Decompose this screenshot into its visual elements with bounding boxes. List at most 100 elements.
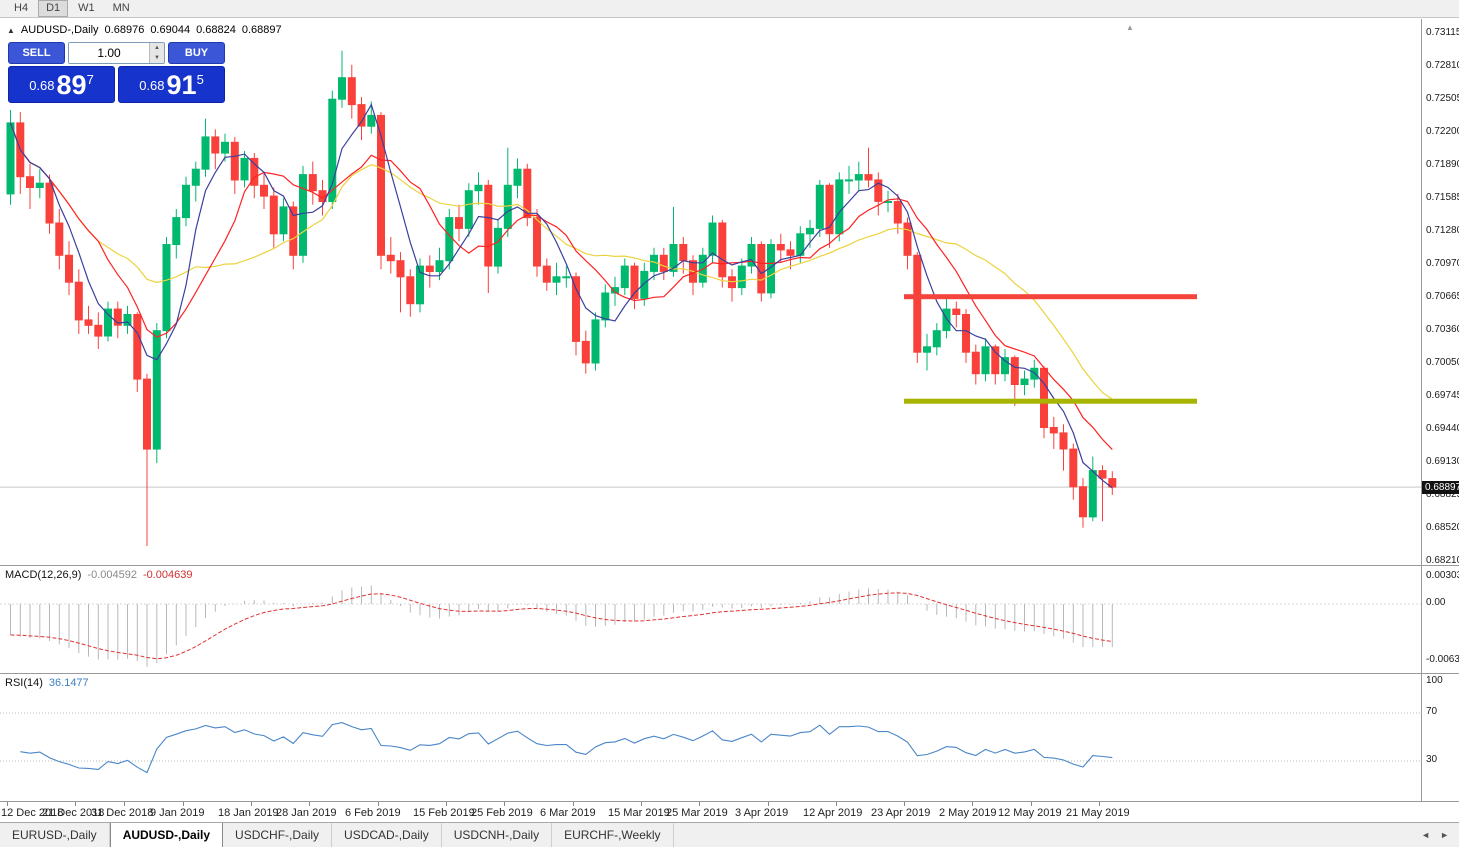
ohlc-open: 0.68976 — [104, 24, 145, 36]
candle — [172, 209, 181, 259]
candle — [737, 258, 746, 296]
timeframe-button-w1[interactable]: W1 — [78, 2, 95, 14]
candle — [211, 129, 220, 170]
date-axis-label: 21 May 2019 — [1066, 807, 1130, 819]
candle — [65, 241, 73, 296]
candle — [1079, 478, 1087, 528]
candle — [893, 193, 902, 234]
candle — [552, 262, 561, 296]
candle — [786, 241, 795, 270]
volume-box: ▲ ▼ — [68, 42, 165, 64]
rsi-name: RSI(14) — [5, 677, 43, 689]
chart-tab[interactable]: USDCNH-,Daily — [442, 823, 553, 847]
candle — [26, 163, 34, 209]
support-line[interactable] — [904, 398, 1197, 404]
main-chart-panel: ▲ AUDUSD-,Daily 0.68976 0.69044 0.68824 … — [0, 19, 1459, 565]
tabs-scroll-left-icon[interactable]: ◄ — [1421, 830, 1431, 840]
candle — [1088, 456, 1097, 522]
date-tick — [251, 802, 252, 806]
candle — [581, 330, 590, 374]
candle — [854, 161, 863, 191]
timeframe-button-group: H4 D1 W1 MN — [6, 0, 138, 17]
chart-tab-list: EURUSD-,Daily AUDUSD-,Daily USDCHF-,Daily U… — [0, 823, 674, 847]
timeframe-button-mn[interactable]: MN — [112, 2, 130, 14]
candle — [572, 272, 580, 356]
candle — [455, 204, 463, 242]
macd-axis: 0.003035 0.00 -0.00631 — [1421, 566, 1459, 673]
chart-shift-marker-icon[interactable]: ▲ — [1126, 23, 1134, 32]
candle — [679, 237, 688, 274]
candle — [1001, 349, 1009, 382]
sell-price-big: 89 — [56, 70, 87, 100]
date-tick — [124, 802, 125, 806]
candle — [825, 183, 834, 248]
candle — [474, 172, 483, 205]
macd-name: MACD(12,26,9) — [5, 569, 82, 581]
symbol-marker-icon: ▲ — [7, 25, 15, 35]
date-tick — [641, 802, 642, 806]
candle — [913, 252, 922, 363]
rsi-axis-label: 70 — [1426, 706, 1438, 717]
chart-tab-bar: EURUSD-,Daily AUDUSD-,Daily USDCHF-,Daily U… — [0, 822, 1459, 847]
candle — [347, 64, 356, 119]
date-tick — [309, 802, 310, 806]
price-axis-label: 0.69745 — [1426, 390, 1459, 401]
chart-tab[interactable]: USDCHF-,Daily — [223, 823, 333, 847]
candle — [962, 309, 970, 363]
candle — [308, 161, 317, 205]
candle — [971, 344, 980, 385]
sell-price-button[interactable]: 0.68 89 7 — [8, 66, 115, 103]
timeframe-button-d1[interactable]: D1 — [38, 0, 69, 17]
chart-title: ▲ AUDUSD-,Daily 0.68976 0.69044 0.68824 … — [7, 24, 282, 36]
sell-button[interactable]: SELL — [8, 42, 65, 64]
candle — [84, 305, 93, 334]
candle — [630, 262, 639, 310]
resistance-line[interactable] — [904, 294, 1197, 300]
date-tick — [1031, 802, 1032, 806]
candle — [864, 147, 873, 188]
timeframe-button-h4[interactable]: H4 — [14, 2, 29, 14]
candle — [747, 237, 756, 274]
price-axis-label: 0.68520 — [1426, 522, 1459, 533]
candle — [338, 50, 346, 108]
chart-tab[interactable]: USDCAD-,Daily — [332, 823, 442, 847]
candle — [55, 209, 64, 270]
price-axis-label: 0.72810 — [1426, 60, 1459, 71]
price-axis-label: 0.69130 — [1426, 456, 1459, 467]
tabs-scroll-right-icon[interactable]: ► — [1440, 830, 1449, 840]
buy-button[interactable]: BUY — [168, 42, 225, 64]
volume-down-icon[interactable]: ▼ — [154, 55, 160, 61]
volume-input[interactable] — [69, 43, 149, 63]
candle — [74, 269, 83, 334]
date-tick — [699, 802, 700, 806]
rsi-axis-label: 100 — [1426, 675, 1443, 686]
candle — [669, 206, 678, 277]
date-axis-label: 23 Apr 2019 — [871, 807, 931, 819]
candle — [133, 312, 142, 392]
date-axis-label: 25 Mar 2019 — [666, 807, 728, 819]
candle — [289, 201, 298, 270]
candle — [806, 219, 814, 248]
price-axis-label: 0.70050 — [1426, 357, 1459, 368]
candle — [776, 233, 785, 263]
date-axis-label: 31 Dec 2018 — [91, 807, 154, 819]
candle — [123, 305, 132, 334]
timeframe-toolbar: H4 D1 W1 MN — [0, 0, 1459, 18]
chart-tab[interactable]: EURUSD-,Daily — [0, 823, 110, 847]
volume-up-icon[interactable]: ▲ — [154, 45, 160, 51]
candle — [201, 118, 210, 177]
rsi-label: RSI(14) 36.1477 — [5, 677, 89, 689]
candle — [708, 215, 717, 263]
date-axis-label: 3 Apr 2019 — [735, 807, 789, 819]
candle — [513, 158, 522, 199]
ohlc-low: 0.68824 — [196, 24, 236, 36]
candle — [94, 312, 103, 349]
chart-tab[interactable]: AUDUSD-,Daily — [109, 823, 224, 847]
buy-price-button[interactable]: 0.68 91 5 — [118, 66, 225, 103]
chart-tab[interactable]: EURCHF-,Weekly — [552, 823, 674, 847]
date-axis-label: 9 Jan 2019 — [150, 807, 205, 819]
candle — [104, 301, 112, 342]
candle — [1108, 471, 1117, 495]
candle — [191, 161, 200, 202]
candle — [260, 172, 268, 209]
